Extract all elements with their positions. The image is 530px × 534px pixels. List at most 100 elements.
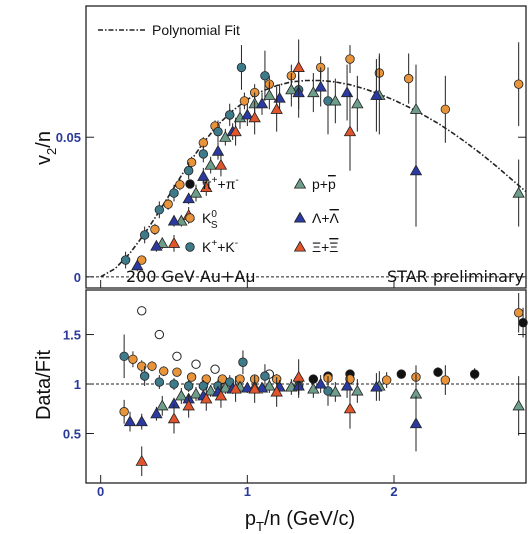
- legend-marker-5: [293, 240, 307, 252]
- point-bottom-p-pbar: [329, 385, 342, 397]
- point-bottom--bar: [409, 417, 423, 429]
- point-bottom--bar: [241, 381, 254, 393]
- legend-marker-2: [185, 213, 195, 223]
- point-bottom-open-circle: [191, 359, 201, 369]
- point-bottom-p-pbar: [175, 389, 188, 401]
- ylabel-top-rest: /n: [33, 131, 55, 148]
- point-top--bar: [248, 111, 261, 123]
- point-bottom-p-pbar: [512, 399, 525, 411]
- svg-text:v2/n: v2/n: [33, 131, 59, 165]
- point-top-p-pbar: [351, 97, 364, 109]
- point-bottom--: [518, 317, 528, 328]
- point-top-k0s: [186, 157, 197, 168]
- legend-label-4: K++K-: [202, 238, 238, 255]
- legend-label-2: K0 S: [202, 209, 218, 231]
- legend-marker-3: [293, 211, 307, 223]
- point-bottom--bar: [135, 415, 148, 427]
- point-top--bar: [214, 158, 228, 170]
- y-bottom-tick-label-0: 0.5: [63, 427, 81, 442]
- point-top--bar: [167, 214, 181, 226]
- point-bottom-p-pbar: [263, 379, 276, 391]
- point-bottom-k0s: [119, 407, 129, 417]
- point-bottom-p-pbar: [189, 387, 203, 399]
- point-bottom--bar: [150, 407, 163, 419]
- point-top--bar: [343, 125, 357, 137]
- x-tick-label-2: 2: [390, 484, 397, 499]
- y-bottom-tick-label-2: 1.5: [63, 328, 81, 343]
- point-top--bar: [241, 108, 254, 120]
- point-top-k-k-: [120, 255, 131, 265]
- point-top--bar: [340, 86, 354, 98]
- point-bottom-open-circle: [210, 364, 220, 374]
- point-bottom--bar: [182, 399, 195, 411]
- xlabel-main: p: [245, 508, 256, 530]
- xlabel-rest: /n (GeV/c): [264, 508, 355, 530]
- fit-legend-label: Polynomial Fit: [152, 22, 240, 38]
- point-bottom-k-k-: [238, 357, 248, 367]
- point-top-k0s: [239, 96, 250, 106]
- point-bottom--bar: [214, 389, 228, 401]
- point-top--bar: [292, 61, 305, 72]
- point-top--bar: [197, 170, 210, 181]
- point-bottom-k-k-: [154, 377, 165, 387]
- xlabel-sub: T: [256, 519, 264, 534]
- point-top--bar: [167, 237, 181, 248]
- point-top-p-pbar: [329, 94, 342, 106]
- point-top--bar: [211, 144, 225, 156]
- point-bottom--bar: [343, 402, 357, 414]
- point-bottom-p-pbar: [219, 381, 232, 393]
- point-top-k0s: [513, 79, 524, 89]
- y-top-tick-label-1: 0.05: [56, 130, 81, 145]
- point-bottom--bar: [270, 385, 283, 397]
- point-bottom-k0s: [147, 361, 157, 371]
- legend-label-0: π++π-: [202, 175, 239, 192]
- point-top-p-pbar: [409, 103, 423, 114]
- top-panel: [85, 5, 527, 289]
- point-top--bar: [370, 89, 383, 100]
- annotation-right: STAR preliminary: [387, 267, 524, 286]
- y-top-tick-label-0: 0: [74, 270, 81, 285]
- point-bottom--bar: [167, 412, 181, 424]
- point-bottom--: [433, 367, 443, 377]
- point-bottom-p-pbar: [204, 384, 217, 396]
- point-top--bar: [182, 192, 195, 204]
- point-top--bar: [270, 103, 283, 114]
- point-top-k-k-: [154, 205, 165, 215]
- point-bottom-open-circle: [137, 306, 147, 316]
- point-top-p-pbar: [204, 158, 217, 170]
- point-top-k-k-: [169, 188, 179, 198]
- point-bottom-k0s: [381, 375, 392, 385]
- point-bottom-k-k-: [139, 371, 150, 381]
- point-top-k0s: [403, 73, 414, 84]
- legend-label-5: Ξ+Ξ: [312, 239, 338, 255]
- bottom-frame: [85, 289, 527, 484]
- point-top-k0s: [163, 199, 173, 209]
- point-top--bar: [150, 239, 163, 251]
- point-top--bar: [409, 164, 423, 176]
- point-top--bar: [200, 181, 213, 193]
- point-top-k0s: [175, 179, 185, 190]
- point-bottom--: [469, 369, 480, 379]
- point-top-k-k-: [213, 126, 223, 137]
- point-bottom-k0s: [513, 308, 524, 318]
- point-bottom-k0s: [128, 354, 138, 364]
- point-bottom--bar: [229, 382, 242, 394]
- point-bottom-k-k-: [169, 379, 179, 389]
- point-bottom-p-pbar: [156, 399, 169, 411]
- point-top--bar: [229, 125, 242, 137]
- point-bottom--: [396, 369, 407, 379]
- point-bottom--bar: [248, 382, 261, 394]
- bottom-y-axis-title: Data/Fit: [33, 350, 55, 420]
- point-bottom--bar: [340, 379, 354, 391]
- point-top-k-k-: [198, 149, 209, 159]
- top-y-axis-title: v2/n: [33, 131, 59, 165]
- point-bottom-k0s: [137, 361, 147, 371]
- x-tick-label-0: 0: [97, 484, 104, 499]
- point-bottom--bar: [200, 392, 213, 404]
- point-bottom--bar: [292, 370, 305, 382]
- point-bottom-open-circle: [172, 351, 182, 362]
- point-bottom--bar: [370, 380, 383, 392]
- y-bottom-tick-label-1: 1: [74, 377, 81, 392]
- ylabel-bottom: Data/Fit: [33, 350, 55, 420]
